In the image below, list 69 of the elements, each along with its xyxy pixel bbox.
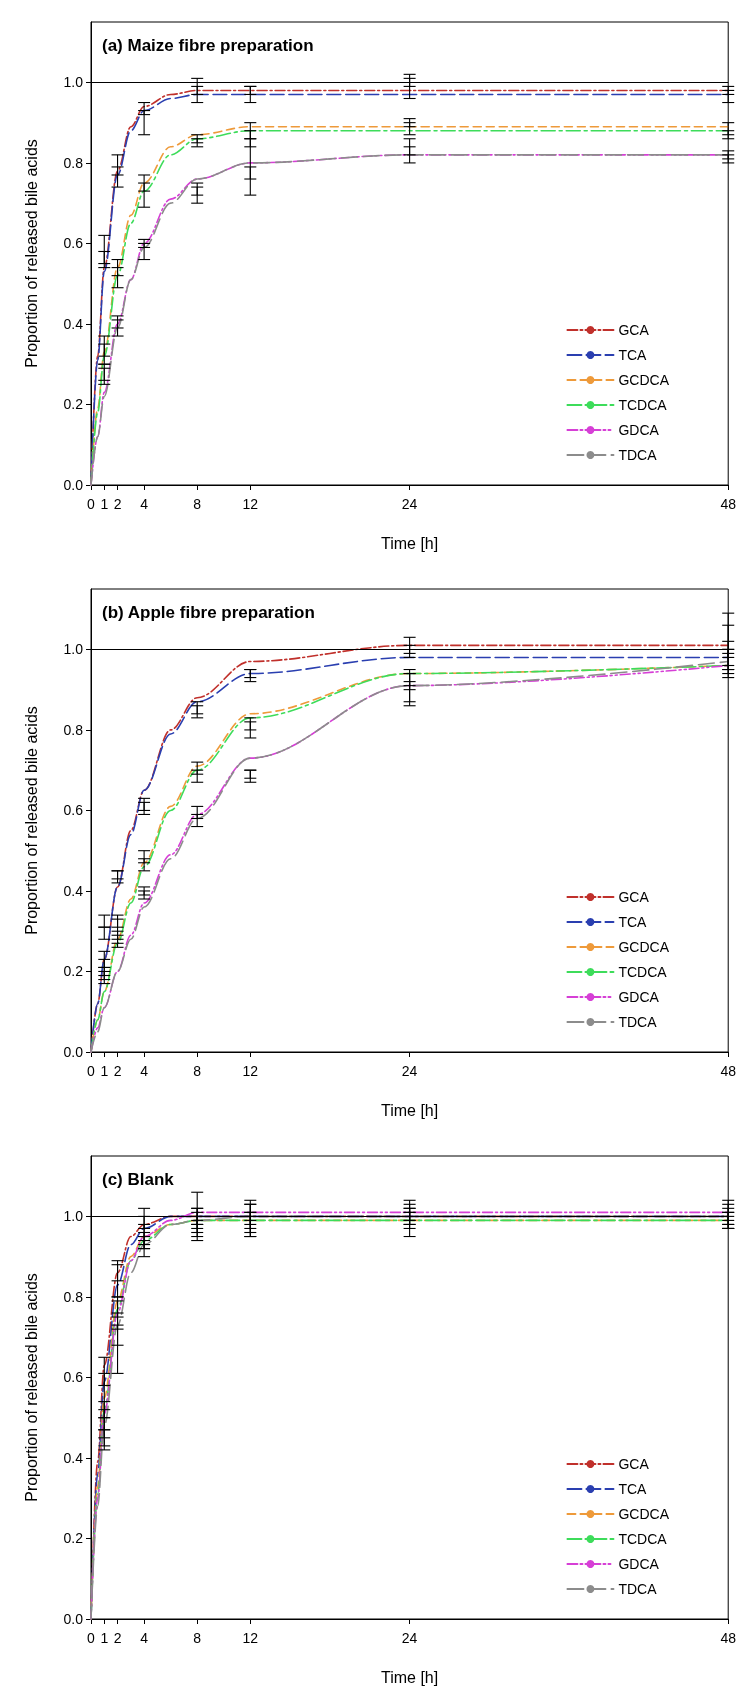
legend-label: GCDCA [618,939,670,955]
y-tick-label: 0.2 [63,396,84,413]
legend-label: TCDCA [618,1531,668,1547]
x-tick-label: 0 [87,1630,96,1646]
y-tick-label: 0.8 [63,154,84,171]
x-tick-label: 48 [720,1630,737,1646]
x-tick-label: 8 [193,1630,202,1646]
legend-label: TDCA [618,447,658,463]
y-tick-label: 1.0 [63,74,84,91]
x-tick-label: 48 [720,1063,737,1079]
x-axis-title: Time [h] [381,1668,439,1686]
legend-label: GCA [618,322,650,338]
y-tick-label: 0.2 [63,963,84,980]
y-tick-label: 0.0 [63,477,84,493]
x-tick-label: 1 [100,1063,109,1079]
x-tick-label: 0 [87,496,96,512]
text: (c) Blank [102,1170,175,1189]
legend-label: TCA [618,347,648,363]
y-tick-label: 0.4 [63,882,84,899]
x-tick-label: 1 [100,496,109,512]
x-axis-title: Time [h] [381,534,439,552]
legend-label: GDCA [618,989,660,1005]
x-tick-label: 2 [113,1063,122,1079]
y-tick-label: 0.4 [63,315,84,332]
legend-label: TCA [618,914,648,930]
legend-label: TDCA [618,1014,658,1030]
y-tick-label: 0.6 [63,1369,84,1386]
y-tick-label: 1.0 [63,1208,84,1225]
legend-label: GCA [618,889,650,905]
legend-label: TCDCA [618,964,668,980]
x-tick-label: 12 [242,1063,259,1079]
x-tick-label: 24 [401,1063,418,1079]
x-tick-label: 4 [140,1063,149,1079]
x-tick-label: 24 [401,496,418,512]
legend-label: GCA [618,1456,650,1472]
y-tick-label: 0.0 [63,1044,84,1060]
legend-label: TDCA [618,1581,658,1597]
x-tick-label: 24 [401,1630,418,1646]
legend-label: TCDCA [618,397,668,413]
y-tick-label: 0.2 [63,1530,84,1547]
x-tick-label: 48 [720,496,737,512]
y-tick-label: 0.0 [63,1611,84,1627]
x-tick-label: 4 [140,496,149,512]
y-tick-label: 0.4 [63,1449,84,1466]
y-axis-title: Proportion of released bile acids [22,706,40,935]
y-tick-label: 0.6 [63,235,84,252]
legend-label: GCDCA [618,1506,670,1522]
legend-label: GDCA [618,1556,660,1572]
y-axis-title: Proportion of released bile acids [22,139,40,368]
y-tick-label: 0.8 [63,721,84,738]
y-axis-title: Proportion of released bile acids [22,1273,40,1502]
x-tick-label: 0 [87,1063,96,1079]
y-tick-label: 0.8 [63,1288,84,1305]
x-tick-label: 1 [100,1630,109,1646]
x-tick-label: 12 [242,496,259,512]
y-tick-label: 1.0 [63,641,84,658]
x-tick-label: 8 [193,496,202,512]
legend-label: TCA [618,1481,648,1497]
legend-label: GDCA [618,422,660,438]
legend-label: GCDCA [618,372,670,388]
text: (a) Maize fibre preparation [102,36,314,55]
x-axis-title: Time [h] [381,1101,439,1119]
x-tick-label: 2 [113,1630,122,1646]
x-tick-label: 4 [140,1630,149,1646]
text: (b) Apple fibre preparation [102,603,315,622]
y-tick-label: 0.6 [63,802,84,819]
x-tick-label: 12 [242,1630,259,1646]
x-tick-label: 8 [193,1063,202,1079]
x-tick-label: 2 [113,496,122,512]
